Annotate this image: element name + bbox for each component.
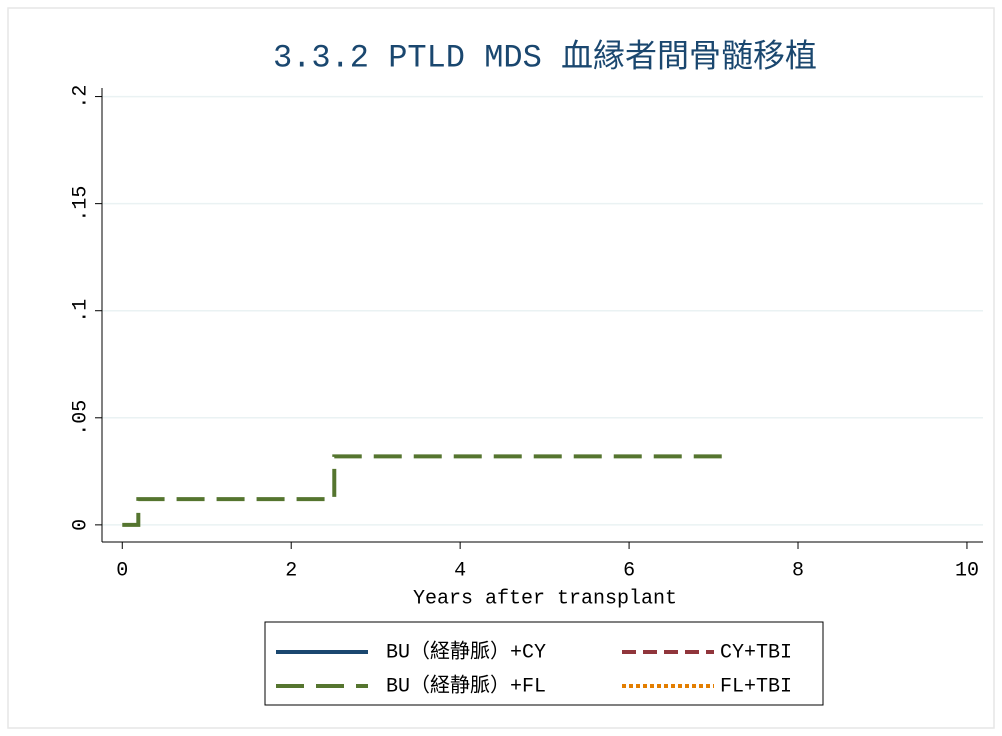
x-tick-label: 2 (285, 559, 297, 582)
y-tick-label: 0 (69, 519, 92, 531)
y-tick-label: .1 (69, 299, 92, 323)
x-tick-label: 4 (454, 559, 466, 582)
y-tick-label: .2 (69, 85, 92, 109)
legend-label: CY+TBI (720, 641, 792, 664)
step-line (122, 454, 733, 527)
chart-title: 3.3.2 PTLD MDS 血縁者間骨髄移植 (273, 38, 817, 76)
legend (264, 621, 824, 706)
legend-label: FL+TBI (720, 675, 792, 698)
y-tick-label: .05 (69, 400, 92, 436)
legend-label: BU（経静脈）+CY (386, 639, 546, 664)
x-axis-label: Years after transplant (413, 587, 677, 610)
x-tick-label: 6 (623, 559, 635, 582)
x-tick-label: 10 (955, 559, 979, 582)
chart-border (7, 7, 995, 729)
x-tick-label: 8 (792, 559, 804, 582)
x-tick-label: 0 (116, 559, 128, 582)
legend-label: BU（経静脈）+FL (386, 673, 546, 698)
y-tick-label: .15 (69, 186, 92, 222)
